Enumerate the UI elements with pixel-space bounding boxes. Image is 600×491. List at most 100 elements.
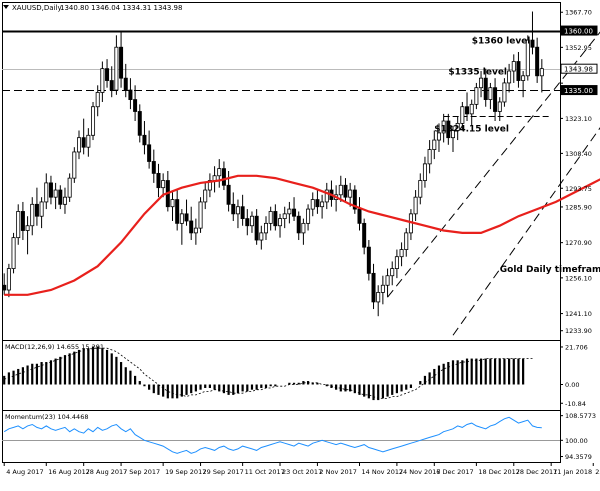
candle-bear: [151, 161, 156, 174]
candle-bear: [315, 199, 320, 208]
date-label-7: 23 Oct 2017: [282, 468, 322, 476]
candle-bull: [320, 201, 325, 208]
candle-bull: [259, 232, 264, 241]
candle-bull: [399, 249, 404, 258]
date-label-4: 19 Sep 2017: [165, 468, 206, 476]
candle-bear: [226, 184, 231, 205]
annotation-1: $1335 level: [448, 68, 507, 78]
candle-bull: [25, 225, 30, 231]
candle-bear: [535, 46, 540, 77]
candle-bear: [128, 89, 133, 100]
candle-bull: [11, 237, 16, 269]
price-badge-label-1: 1343.98: [564, 66, 593, 74]
candle-bull: [44, 182, 49, 203]
momentum-tick-label-0: 108.5773: [565, 412, 596, 420]
candle-bear: [20, 211, 25, 231]
annotation-0: $1360 level: [472, 37, 531, 47]
candle-bear: [81, 137, 86, 148]
chart-frame: [2, 2, 561, 463]
date-label-5: 29 Sep 2017: [203, 468, 244, 476]
candle-bear: [483, 77, 488, 100]
candle-bull: [6, 268, 11, 291]
candle-bull: [306, 208, 311, 224]
candle-bull: [324, 189, 329, 203]
channel-line-upper: [387, 31, 600, 298]
candle-bull: [235, 206, 240, 215]
candle-bear: [142, 134, 147, 146]
date-label-1: 16 Aug 2017: [48, 468, 90, 476]
date-label-0: 4 Aug 2017: [6, 468, 44, 476]
candle-bull: [432, 139, 437, 150]
candle-bull: [521, 75, 526, 81]
horizontal-levels: [2, 30, 560, 117]
macd-tick-label-0: 21.706: [565, 343, 588, 351]
momentum-label: Momentum(23) 104.4468: [5, 413, 88, 421]
candle-bear: [465, 106, 470, 115]
momentum-panel: Momentum(23) 104.4468 108.5773 100.00 94.35…: [2, 412, 596, 461]
candle-bear: [362, 222, 367, 248]
candle-bear: [240, 206, 245, 220]
candle-bear: [292, 208, 297, 217]
candle-bull: [413, 196, 418, 215]
price-tick-label-0: 1367.70: [565, 9, 592, 17]
candle-bull: [404, 232, 409, 250]
candle-bull: [380, 284, 385, 293]
date-label-9: 14 Nov 2017: [362, 468, 404, 476]
date-label-2: 28 Aug 2017: [86, 468, 128, 476]
plot-border: [2, 2, 561, 463]
candle-bear: [58, 189, 63, 205]
momentum-tick-label-1: 100.00: [565, 437, 588, 445]
macd-tick-label-1: 0.00: [565, 381, 579, 389]
trend-channel: [387, 31, 600, 336]
candle-bull: [469, 103, 474, 115]
price-badge-0: [560, 25, 598, 36]
candle-bull: [287, 208, 292, 215]
candle-bull: [212, 175, 217, 181]
date-label-8: 2 Nov 2017: [319, 468, 357, 476]
candle-bull: [418, 180, 423, 198]
date-label-10: 24 Nov 2017: [399, 468, 441, 476]
candle-bull: [16, 211, 21, 239]
candle-bear: [189, 220, 194, 234]
candle-bear: [516, 61, 521, 81]
candle-bear: [119, 46, 124, 79]
candle-bull: [310, 199, 315, 210]
macd-panel: MACD(12,26,9) 14.655 15.291 21.706 0.00 -10…: [3, 343, 588, 408]
price-badge-label-0: 1360.00: [564, 28, 593, 36]
candle-bull: [193, 227, 198, 234]
candle-bull: [385, 275, 390, 286]
candle-bull: [39, 201, 44, 217]
candle-bear: [105, 68, 110, 81]
price-tick-label-8: 1256.10: [565, 274, 592, 282]
candle-bull: [338, 184, 343, 196]
moving-average: [4, 174, 600, 296]
dropdown-triangle-icon[interactable]: [3, 5, 9, 9]
ohlc-values: 1340.80 1346.04 1334.31 1343.98: [60, 4, 182, 12]
moving-average-line: [4, 174, 600, 296]
candle-bull: [114, 46, 119, 91]
candle-bull: [91, 106, 96, 136]
candle-bull: [53, 189, 58, 198]
candle-bear: [254, 215, 259, 241]
candle-bull: [198, 201, 203, 229]
candle-bear: [156, 172, 161, 189]
candle-bull: [263, 222, 268, 234]
candle-bull: [77, 137, 82, 153]
price-tick-label-4: 1308.40: [565, 150, 592, 158]
candle-bull: [474, 87, 479, 105]
candle-bear: [175, 199, 180, 224]
momentum-tick-label-2: 94.3579: [565, 453, 592, 461]
candle-bull: [249, 215, 254, 227]
date-label-3: 7 Sep 2017: [123, 468, 160, 476]
candle-bear: [221, 168, 226, 186]
candlesticks: [2, 11, 544, 317]
candle-bull: [67, 177, 72, 198]
candle-bull: [161, 180, 166, 189]
candle-bear: [493, 87, 498, 112]
candle-bear: [184, 213, 189, 222]
price-tick-label-3: 1323.10: [565, 115, 592, 123]
candle-bull: [479, 77, 484, 89]
candle-bull: [72, 151, 77, 179]
macd-label: MACD(12,26,9) 14.655 15.291: [5, 343, 104, 351]
